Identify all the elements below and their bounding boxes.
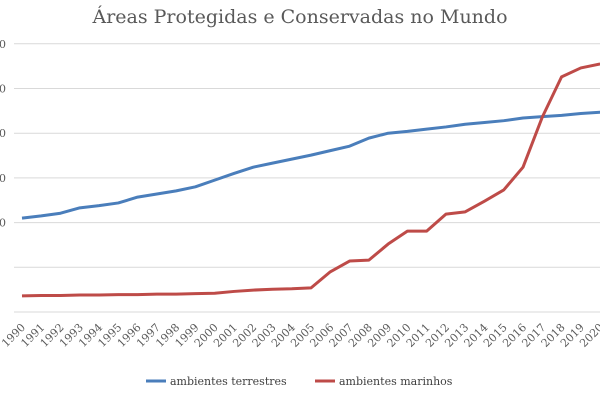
series-line-marinhos [21,62,600,298]
series-line-terrestres [21,110,600,220]
y-tick-label: 0 [0,38,6,51]
y-tick-label: 0 [0,217,6,230]
legend-label: ambientes terrestres [170,375,287,388]
chart-title: Áreas Protegidas e Conservadas no Mundo [91,5,507,28]
legend-label: ambientes marinhos [339,375,453,388]
y-tick-label: 0 [0,172,6,185]
y-tick-label: 0 [0,83,6,96]
y-tick-label: 0 [0,127,6,140]
